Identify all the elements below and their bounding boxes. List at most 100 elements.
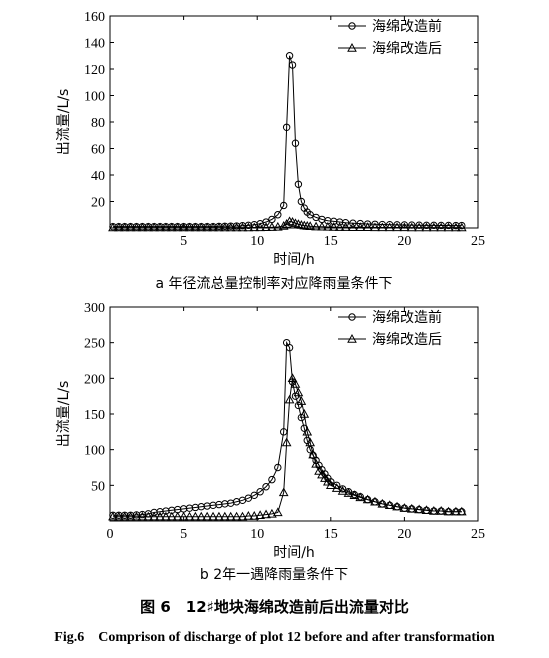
data-point-triangle xyxy=(190,511,201,521)
data-point-triangle xyxy=(261,222,271,232)
data-point-circle xyxy=(282,123,291,132)
data-point-triangle xyxy=(347,333,357,343)
data-point-triangle xyxy=(296,396,307,405)
legend-label: 海绵改造前 xyxy=(372,18,442,35)
data-point-triangle xyxy=(428,505,439,515)
panel-subtitle: b 2年一遇降雨量条件下 xyxy=(200,566,348,583)
data-point-circle xyxy=(294,180,303,188)
data-point-triangle xyxy=(399,222,410,232)
x-tick-label: 25 xyxy=(471,527,485,542)
data-point-triangle xyxy=(143,511,154,521)
y-tick-label: 120 xyxy=(84,63,105,78)
data-point-triangle xyxy=(281,218,292,228)
x-tick-label: 15 xyxy=(324,527,338,542)
data-point-triangle xyxy=(281,437,292,447)
x-tick-label: 10 xyxy=(250,234,264,249)
data-point-circle xyxy=(452,221,460,230)
y-tick-label: 40 xyxy=(91,169,105,184)
chart-panel-2: 0 5 10 15 20 25 50 100 150 200 250 300 时间/h 出流量/L/s b … xyxy=(56,301,485,583)
data-point-triangle xyxy=(392,501,402,511)
data-point-triangle xyxy=(149,511,160,521)
data-point-triangle xyxy=(305,437,316,447)
data-point-triangle xyxy=(334,222,345,231)
data-point-circle xyxy=(262,483,270,491)
data-point-triangle xyxy=(166,222,177,232)
data-point-triangle xyxy=(290,379,301,388)
data-point-circle xyxy=(291,139,300,147)
data-point-triangle xyxy=(343,488,354,497)
data-point-triangle xyxy=(337,486,348,495)
y-tick-label: 50 xyxy=(91,479,105,494)
data-point-triangle xyxy=(362,494,373,504)
data-point-triangle xyxy=(214,222,224,232)
data-point-triangle xyxy=(237,511,248,521)
data-point-triangle xyxy=(214,511,224,521)
data-point-triangle xyxy=(436,505,447,515)
data-point-triangle xyxy=(323,476,333,486)
data-point-triangle xyxy=(384,222,395,232)
data-point-circle xyxy=(306,445,314,454)
series-after xyxy=(108,216,467,232)
x-tick-label: 0 xyxy=(107,527,114,542)
data-point-triangle xyxy=(131,511,142,521)
y-tick-label: 150 xyxy=(84,408,105,423)
data-point-circle xyxy=(250,491,258,500)
x-tick-label: 20 xyxy=(397,234,411,249)
data-point-circle xyxy=(356,219,364,228)
data-point-triangle xyxy=(399,503,410,512)
data-point-circle xyxy=(393,221,401,229)
data-point-triangle xyxy=(243,510,254,520)
data-point-triangle xyxy=(267,222,277,231)
data-point-circle xyxy=(279,201,288,210)
series-before xyxy=(109,52,466,231)
x-axis-label: 时间/h xyxy=(273,545,315,561)
y-axis-label: 出流量/L/s xyxy=(56,89,72,156)
legend-entry: 海绵改造前 xyxy=(338,18,442,35)
data-point-triangle xyxy=(325,480,336,490)
y-tick-label: 160 xyxy=(84,10,105,25)
data-point-triangle xyxy=(456,222,467,232)
data-point-triangle xyxy=(317,221,327,231)
data-point-triangle xyxy=(231,511,242,521)
data-point-triangle xyxy=(231,222,242,232)
data-point-triangle xyxy=(414,222,424,232)
data-point-triangle xyxy=(328,222,339,231)
data-point-triangle xyxy=(202,511,213,521)
data-point-triangle xyxy=(119,222,130,232)
data-point-triangle xyxy=(314,466,324,475)
data-point-triangle xyxy=(421,505,432,514)
data-point-triangle xyxy=(428,222,439,232)
data-point-circle xyxy=(341,219,350,227)
y-tick-label: 250 xyxy=(84,337,105,352)
data-point-triangle xyxy=(347,42,357,52)
data-point-triangle xyxy=(196,511,207,521)
y-tick-label: 200 xyxy=(84,372,105,387)
data-point-triangle xyxy=(202,222,213,232)
data-point-triangle xyxy=(119,511,130,521)
data-point-triangle xyxy=(166,511,177,521)
x-tick-label: 5 xyxy=(180,234,187,249)
data-point-circle xyxy=(268,475,276,484)
data-point-triangle xyxy=(255,510,265,519)
panel-subtitle: a 年径流总量控制率对应降雨量条件下 xyxy=(155,275,392,292)
data-point-triangle xyxy=(172,511,183,521)
data-point-circle xyxy=(262,218,270,226)
data-point-triangle xyxy=(355,222,366,232)
data-point-triangle xyxy=(249,510,260,520)
legend-entry: 海绵改造前 xyxy=(338,309,442,326)
data-point-triangle xyxy=(362,222,373,232)
data-point-triangle xyxy=(287,373,298,383)
data-point-triangle xyxy=(311,221,321,231)
series-line xyxy=(112,220,462,229)
data-point-triangle xyxy=(302,426,313,436)
figure-caption-chinese: 图 6 12♯地块海绵改造前后出流量对比 xyxy=(140,598,409,616)
data-point-triangle xyxy=(190,222,201,232)
data-point-triangle xyxy=(161,511,171,521)
data-point-triangle xyxy=(278,220,289,230)
x-tick-label: 15 xyxy=(324,234,338,249)
data-point-triangle xyxy=(299,408,310,418)
legend-label: 海绵改造前 xyxy=(372,309,442,326)
figure-caption-english: Fig.6 Comprison of discharge of plot 12 … xyxy=(54,630,495,645)
data-point-triangle xyxy=(349,490,360,500)
data-point-triangle xyxy=(178,222,189,232)
